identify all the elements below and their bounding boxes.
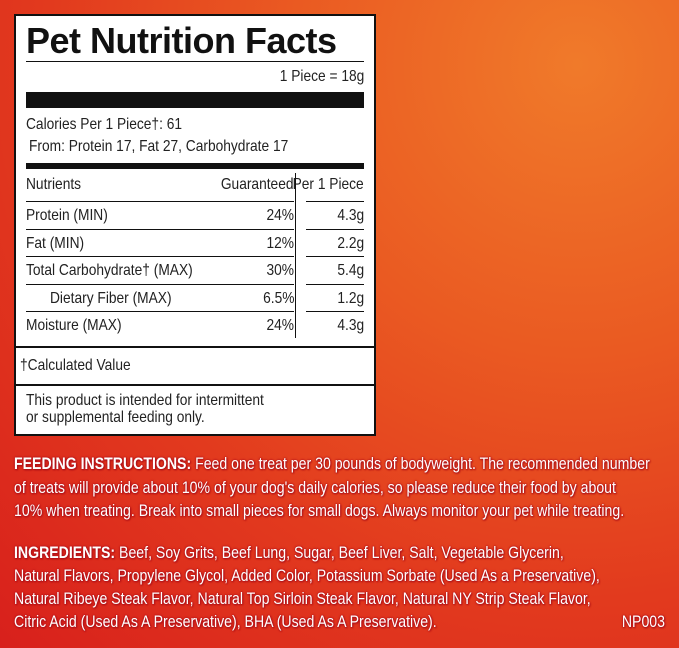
- divider: [16, 384, 374, 386]
- ingredients-heading: INGREDIENTS:: [14, 543, 116, 562]
- row-divider: [26, 283, 294, 285]
- row-divider: [26, 201, 294, 202]
- nutrient-name: Total Carbohydrate† (MAX): [26, 262, 193, 279]
- ingredients-line: INGREDIENTS: Beef, Soy Grits, Beef Lung,…: [14, 543, 564, 562]
- guaranteed-value: 6.5%: [262, 289, 294, 307]
- divider: [16, 346, 374, 348]
- row-divider: [306, 283, 364, 285]
- nutrient-name: Protein (MIN): [26, 207, 108, 224]
- guaranteed-value: 30%: [266, 262, 294, 279]
- footnote: †Calculated Value: [20, 357, 131, 374]
- row-divider: [26, 228, 294, 230]
- nutrient-name: Fat (MIN): [26, 234, 85, 252]
- feeding-line: of treats will provide about 10% of your…: [14, 478, 616, 497]
- ingredients-line: Natural Flavors, Propylene Glycol, Added…: [14, 566, 600, 585]
- notice-line: This product is intended for intermitten…: [26, 392, 264, 409]
- row-divider: [306, 201, 364, 202]
- label-title: Pet Nutrition Facts: [26, 20, 337, 61]
- ingredients-line: Citric Acid (Used As A Preservative), BH…: [14, 612, 437, 631]
- guaranteed-value: 24%: [266, 317, 294, 334]
- thick-divider: [26, 92, 364, 108]
- row-divider: [306, 256, 364, 257]
- guaranteed-value: 12%: [266, 234, 294, 252]
- serving-size: 1 Piece = 18g: [279, 68, 364, 85]
- nutrient-name: Moisture (MAX): [26, 317, 122, 334]
- row-divider: [26, 311, 294, 312]
- header-per-piece: Per 1 Piece: [292, 176, 364, 193]
- column-divider: [295, 173, 296, 338]
- feeding-line: 10% when treating. Break into small piec…: [14, 501, 625, 520]
- ingredients-line: Natural Ribeye Steak Flavor, Natural Top…: [14, 589, 591, 608]
- row-divider: [306, 311, 364, 312]
- header-guaranteed: Guaranteed: [221, 176, 294, 193]
- per-piece-value: 4.3g: [337, 207, 364, 224]
- header-nutrients: Nutrients: [26, 176, 82, 193]
- notice-line: or supplemental feeding only.: [26, 409, 205, 426]
- nutrition-facts-label: Pet Nutrition Facts 1 Piece = 18g Calori…: [14, 14, 376, 436]
- nutrient-name: Dietary Fiber (MAX): [50, 289, 172, 307]
- feeding-line: FEEDING INSTRUCTIONS: Feed one treat per…: [14, 454, 650, 473]
- feeding-heading: FEEDING INSTRUCTIONS:: [14, 454, 192, 473]
- calories-from: From: Protein 17, Fat 27, Carbohydrate 1…: [29, 138, 289, 155]
- per-piece-value: 1.2g: [337, 289, 364, 307]
- divider: [26, 61, 364, 62]
- per-piece-value: 5.4g: [337, 262, 364, 279]
- per-piece-value: 4.3g: [337, 317, 364, 334]
- guaranteed-value: 24%: [266, 207, 294, 224]
- row-divider: [26, 256, 294, 257]
- product-code: NP003: [621, 612, 665, 631]
- calories: Calories Per 1 Piece†: 61: [26, 116, 183, 133]
- thick-divider: [26, 163, 364, 169]
- row-divider: [306, 228, 364, 230]
- per-piece-value: 2.2g: [337, 234, 364, 252]
